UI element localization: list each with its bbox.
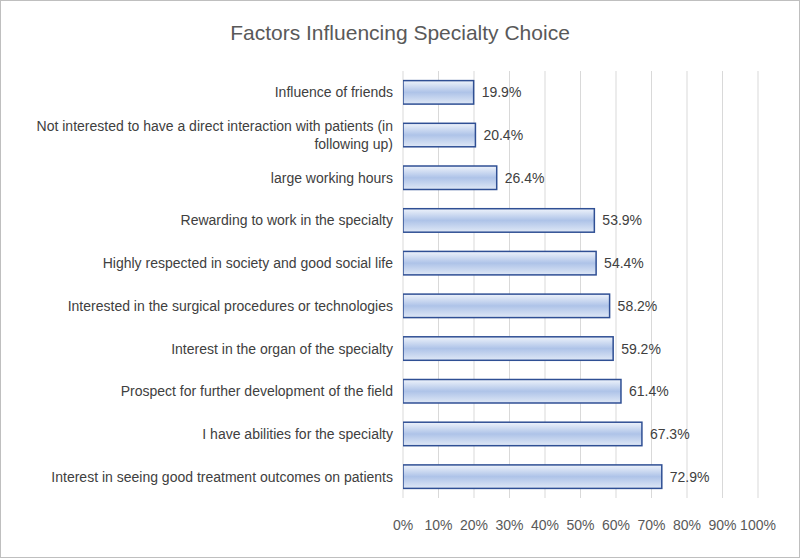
tick-label: 100%	[740, 517, 776, 533]
category-label-line: large working hours	[271, 170, 393, 186]
tick-label: 80%	[673, 517, 701, 533]
bar	[403, 465, 662, 488]
category-label: Not interested to have a direct interact…	[37, 118, 393, 152]
category-label-line: Influence of friends	[275, 84, 393, 100]
category-label-line: Prospect for further development of the …	[121, 383, 393, 399]
bar	[403, 209, 594, 232]
tick-label: 90%	[708, 517, 736, 533]
category-label: Prospect for further development of the …	[121, 383, 393, 399]
tick-label: 20%	[460, 517, 488, 533]
data-label: 61.4%	[629, 383, 669, 399]
tick-label: 10%	[424, 517, 452, 533]
bar	[403, 81, 474, 104]
bars	[403, 81, 662, 489]
bar	[403, 123, 475, 146]
bar	[403, 380, 621, 403]
data-label: 67.3%	[650, 426, 690, 442]
tick-label: 30%	[495, 517, 523, 533]
chart: Factors Influencing Specialty Choice 0% 10…	[0, 0, 800, 558]
category-label-line: Interested in the surgical procedures or…	[68, 298, 393, 314]
category-label-line: Rewarding to work in the specialty	[181, 212, 393, 228]
grid-line	[758, 71, 759, 498]
category-label: Rewarding to work in the specialty	[181, 212, 393, 228]
data-label: 72.9%	[670, 469, 710, 485]
tick-label: 60%	[602, 517, 630, 533]
data-label: 53.9%	[602, 212, 642, 228]
chart-frame	[1, 1, 800, 558]
category-label: Interested in the surgical procedures or…	[68, 298, 393, 314]
data-label: 59.2%	[621, 341, 661, 357]
category-label-line: Highly respected in society and good soc…	[103, 255, 393, 271]
data-label: 20.4%	[483, 127, 523, 143]
category-label: large working hours	[271, 170, 393, 186]
category-label-line: Interest in the organ of the specialty	[171, 341, 393, 357]
grid-line	[722, 71, 723, 498]
category-label: Interest in seeing good treatment outcom…	[51, 469, 393, 485]
category-label: Highly respected in society and good soc…	[103, 255, 393, 271]
tick-label: 50%	[566, 517, 594, 533]
bar	[403, 294, 610, 317]
category-label: I have abilities for the specialty	[202, 426, 393, 442]
data-label: 58.2%	[618, 298, 658, 314]
title: Factors Influencing Specialty Choice	[230, 21, 570, 44]
category-label-line: I have abilities for the specialty	[202, 426, 393, 442]
bar	[403, 166, 497, 189]
data-label: 19.9%	[482, 84, 522, 100]
labels: Influence of friends 19.9% Not interested …	[37, 84, 710, 484]
tick-label: 40%	[531, 517, 559, 533]
category-label-line: Interest in seeing good treatment outcom…	[51, 469, 393, 485]
data-label: 54.4%	[604, 255, 644, 271]
bar	[403, 337, 613, 360]
bar	[403, 422, 642, 445]
category-label: Influence of friends	[275, 84, 393, 100]
tick-label: 70%	[637, 517, 665, 533]
bar	[403, 251, 596, 274]
category-label-line: following up)	[314, 136, 393, 152]
grid	[403, 71, 758, 498]
tick-label: 0%	[393, 517, 413, 533]
data-label: 26.4%	[505, 170, 545, 186]
category-label-line: Not interested to have a direct interact…	[37, 118, 393, 134]
category-label: Interest in the organ of the specialty	[171, 341, 393, 357]
